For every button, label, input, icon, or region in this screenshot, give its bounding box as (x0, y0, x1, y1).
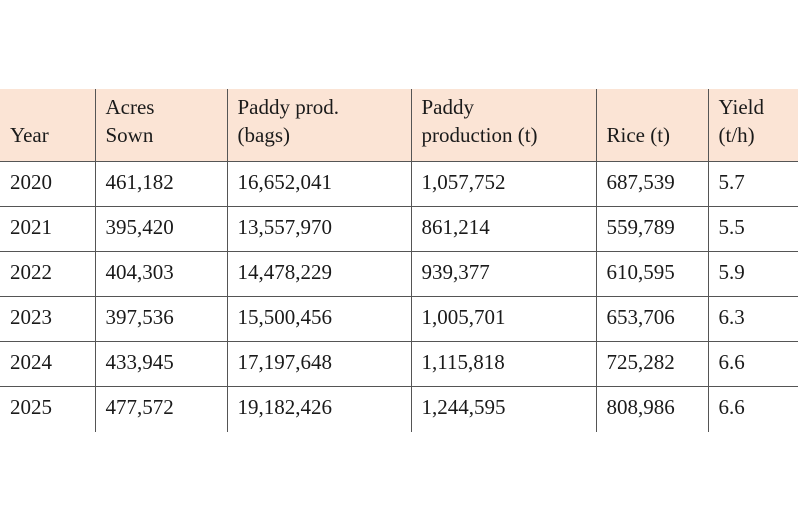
cell-paddy-bags: 15,500,456 (226, 296, 411, 341)
cell-acres-sown: 397,536 (94, 296, 227, 341)
cell-yield: 6.3 (707, 296, 798, 341)
cell-rice-tonnes: 559,789 (595, 206, 708, 251)
header-paddy-prod-bags: Paddy prod. (bags) (226, 89, 411, 161)
cell-year: 2025 (10, 394, 52, 419)
cell-paddy-tonnes: 1,115,818 (410, 341, 596, 386)
table-header: Year Acres Sown Paddy prod. (bags) Paddy… (0, 89, 798, 161)
rice-production-table: Year Acres Sown Paddy prod. (bags) Paddy… (0, 89, 798, 432)
cell-paddy-tonnes: 939,377 (410, 251, 596, 296)
cell-paddy-bags: 19,182,426 (226, 386, 411, 432)
table-row: 2025 477,572 19,182,426 1,244,595 808,98… (0, 386, 798, 432)
header-yield: Yield (t/h) (707, 89, 798, 161)
cell-year: 2021 (10, 214, 52, 239)
header-row: Year Acres Sown Paddy prod. (bags) Paddy… (0, 89, 798, 161)
cell-yield: 6.6 (707, 341, 798, 386)
cell-paddy-bags: 14,478,229 (226, 251, 411, 296)
cell-paddy-bags: 17,197,648 (226, 341, 411, 386)
cell-paddy-bags: 13,557,970 (226, 206, 411, 251)
cell-yield: 6.6 (707, 386, 798, 432)
cell-yield: 5.7 (707, 161, 798, 206)
table-row: 2022 404,303 14,478,229 939,377 610,595 … (0, 251, 798, 296)
header-rice: Rice (t) (595, 89, 708, 161)
table-row: 2023 397,536 15,500,456 1,005,701 653,70… (0, 296, 798, 341)
cell-paddy-tonnes: 1,005,701 (410, 296, 596, 341)
cell-acres-sown: 461,182 (94, 161, 227, 206)
cell-year: 2023 (10, 304, 52, 329)
cell-rice-tonnes: 808,986 (595, 386, 708, 432)
table-row: 2021 395,420 13,557,970 861,214 559,789 … (0, 206, 798, 251)
header-year: Year (10, 122, 49, 147)
cell-acres-sown: 395,420 (94, 206, 227, 251)
cell-paddy-tonnes: 861,214 (410, 206, 596, 251)
table-body: 2020 461,182 16,652,041 1,057,752 687,53… (0, 161, 798, 432)
cell-rice-tonnes: 653,706 (595, 296, 708, 341)
header-paddy-production: Paddy production (t) (410, 89, 596, 161)
cell-paddy-tonnes: 1,244,595 (410, 386, 596, 432)
header-acres-sown: Acres Sown (94, 89, 227, 161)
cell-year: 2024 (10, 349, 52, 374)
cell-yield: 5.9 (707, 251, 798, 296)
cell-paddy-bags: 16,652,041 (226, 161, 411, 206)
cell-year: 2020 (10, 169, 52, 194)
table-row: 2024 433,945 17,197,648 1,115,818 725,28… (0, 341, 798, 386)
cell-paddy-tonnes: 1,057,752 (410, 161, 596, 206)
cell-yield: 5.5 (707, 206, 798, 251)
cell-acres-sown: 433,945 (94, 341, 227, 386)
cell-rice-tonnes: 687,539 (595, 161, 708, 206)
cell-acres-sown: 404,303 (94, 251, 227, 296)
cell-year: 2022 (10, 259, 52, 284)
cell-rice-tonnes: 610,595 (595, 251, 708, 296)
cell-rice-tonnes: 725,282 (595, 341, 708, 386)
table-row: 2020 461,182 16,652,041 1,057,752 687,53… (0, 161, 798, 206)
cell-acres-sown: 477,572 (94, 386, 227, 432)
data-table-container: Year Acres Sown Paddy prod. (bags) Paddy… (0, 89, 798, 432)
